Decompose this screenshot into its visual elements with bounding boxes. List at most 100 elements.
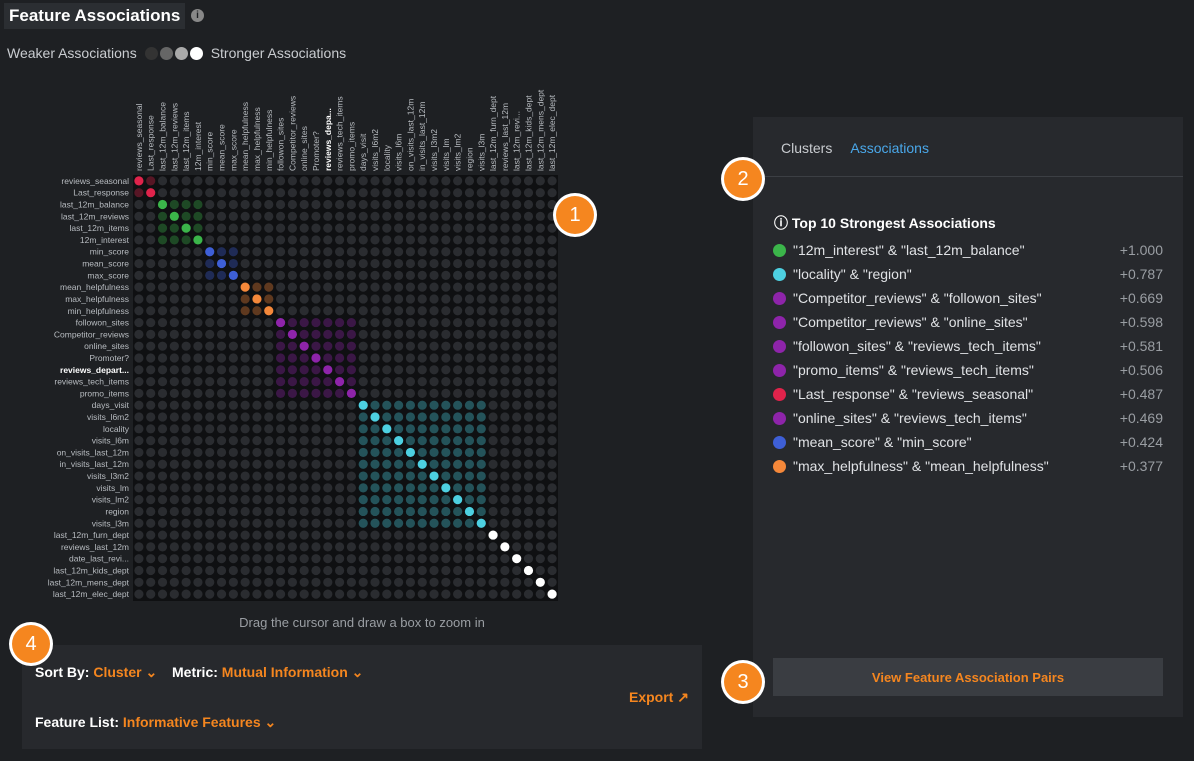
matrix-dot — [240, 506, 250, 517]
matrix-dot — [264, 341, 274, 351]
matrix-dot — [382, 329, 392, 339]
matrix-dot — [264, 530, 274, 540]
matrix-dot — [370, 565, 380, 576]
view-pairs-button[interactable]: View Feature Association Pairs — [773, 658, 1163, 696]
matrix-dot — [476, 459, 486, 469]
matrix-dot — [323, 235, 333, 245]
matrix-dot — [382, 554, 392, 564]
matrix-dot — [417, 270, 427, 280]
matrix-dot — [346, 223, 357, 233]
matrix-dot — [134, 565, 144, 576]
matrix-dot — [157, 294, 168, 304]
matrix-dot — [240, 199, 250, 210]
matrix-dot — [441, 565, 451, 576]
matrix-dot — [311, 400, 321, 410]
tab[interactable]: Clusters — [781, 140, 833, 156]
metric[interactable]: Metric: Mutual Information ⌄ — [172, 664, 364, 680]
matrix-dot — [311, 306, 321, 316]
matrix-dot — [382, 506, 392, 517]
export[interactable]: Export ↗ — [629, 689, 689, 705]
matrix-dot — [382, 483, 392, 493]
row-label: promo_items — [80, 388, 129, 398]
row-label: visits_lm — [96, 483, 129, 493]
matrix-dot — [512, 341, 522, 351]
matrix-dot — [523, 294, 534, 304]
row-label: reviews_tech_items — [54, 377, 129, 387]
matrix-dot — [169, 412, 179, 422]
matrix-dot — [512, 282, 522, 292]
tab[interactable]: Associations — [850, 140, 929, 156]
matrix-dot — [464, 471, 475, 481]
matrix-dot — [488, 176, 498, 186]
matrix-dot — [535, 282, 545, 292]
matrix-dot — [535, 542, 545, 552]
matrix-dot — [287, 565, 297, 576]
matrix-dot — [476, 589, 486, 599]
matrix-dot — [169, 282, 179, 292]
feature-list[interactable]: Feature List: Informative Features ⌄ — [35, 714, 277, 730]
matrix-dot — [146, 447, 156, 458]
matrix-dot — [264, 589, 274, 599]
column-label: visits_l3m — [476, 134, 486, 171]
matrix-dot — [252, 353, 262, 363]
matrix-dot — [252, 341, 262, 351]
matrix-dot — [323, 554, 333, 564]
matrix-dot — [157, 199, 168, 210]
matrix-dot — [334, 565, 345, 576]
matrix-dot — [417, 542, 427, 552]
matrix-dot — [453, 400, 463, 410]
matrix-dot — [358, 341, 368, 351]
matrix-dot — [311, 577, 321, 587]
matrix-dot — [334, 530, 345, 540]
sort[interactable]: Sort By: Cluster ⌄ — [35, 664, 158, 680]
matrix-dot — [370, 506, 380, 517]
matrix-dot — [476, 471, 486, 481]
matrix-dot — [311, 388, 321, 399]
matrix-dot — [500, 565, 510, 576]
matrix-dot — [134, 530, 144, 540]
matrix-dot — [216, 270, 227, 280]
matrix-dot — [240, 471, 250, 481]
matrix-dot — [193, 589, 203, 599]
matrix-dot — [464, 341, 475, 351]
matrix-dot — [181, 365, 191, 375]
matrix-dot — [429, 495, 439, 505]
matrix-dot — [523, 176, 534, 186]
matrix-dot — [500, 542, 510, 552]
matrix-dot — [228, 294, 238, 304]
association-matrix[interactable]: reviews_seasonalLast_responselast_12m_ba… — [0, 0, 600, 610]
info-icon[interactable]: i — [191, 9, 204, 22]
matrix-dot — [311, 211, 321, 221]
matrix-dot — [240, 247, 250, 257]
matrix-dot — [181, 258, 191, 269]
matrix-dot — [275, 518, 286, 528]
matrix-dot — [299, 329, 309, 339]
matrix-dot — [169, 577, 179, 587]
matrix-dot — [181, 589, 191, 599]
assoc-dot — [773, 363, 786, 377]
matrix-dot — [394, 565, 404, 576]
matrix-dot — [358, 436, 368, 446]
column-label: last_12m_items — [181, 111, 191, 171]
matrix-dot — [181, 176, 191, 186]
matrix-dot — [299, 270, 309, 280]
matrix-dot — [547, 554, 557, 564]
matrix-dot — [346, 365, 357, 375]
matrix-dot — [346, 317, 357, 328]
matrix-dot — [157, 400, 168, 410]
matrix-dot — [169, 306, 179, 316]
matrix-dot — [275, 436, 286, 446]
assoc-dot — [773, 387, 786, 401]
matrix-dot — [394, 270, 404, 280]
matrix-dot — [500, 424, 510, 434]
matrix-dot — [157, 412, 168, 422]
matrix-dot — [334, 329, 345, 339]
matrix-dot — [181, 353, 191, 363]
row-label: Last_response — [73, 188, 129, 198]
assoc-score: +0.469 — [1119, 410, 1163, 426]
row-label: min_helpfulness — [68, 306, 129, 316]
matrix-dot — [488, 235, 498, 245]
matrix-dot — [169, 518, 179, 528]
matrix-dot — [146, 258, 156, 269]
matrix-dot — [429, 589, 439, 599]
